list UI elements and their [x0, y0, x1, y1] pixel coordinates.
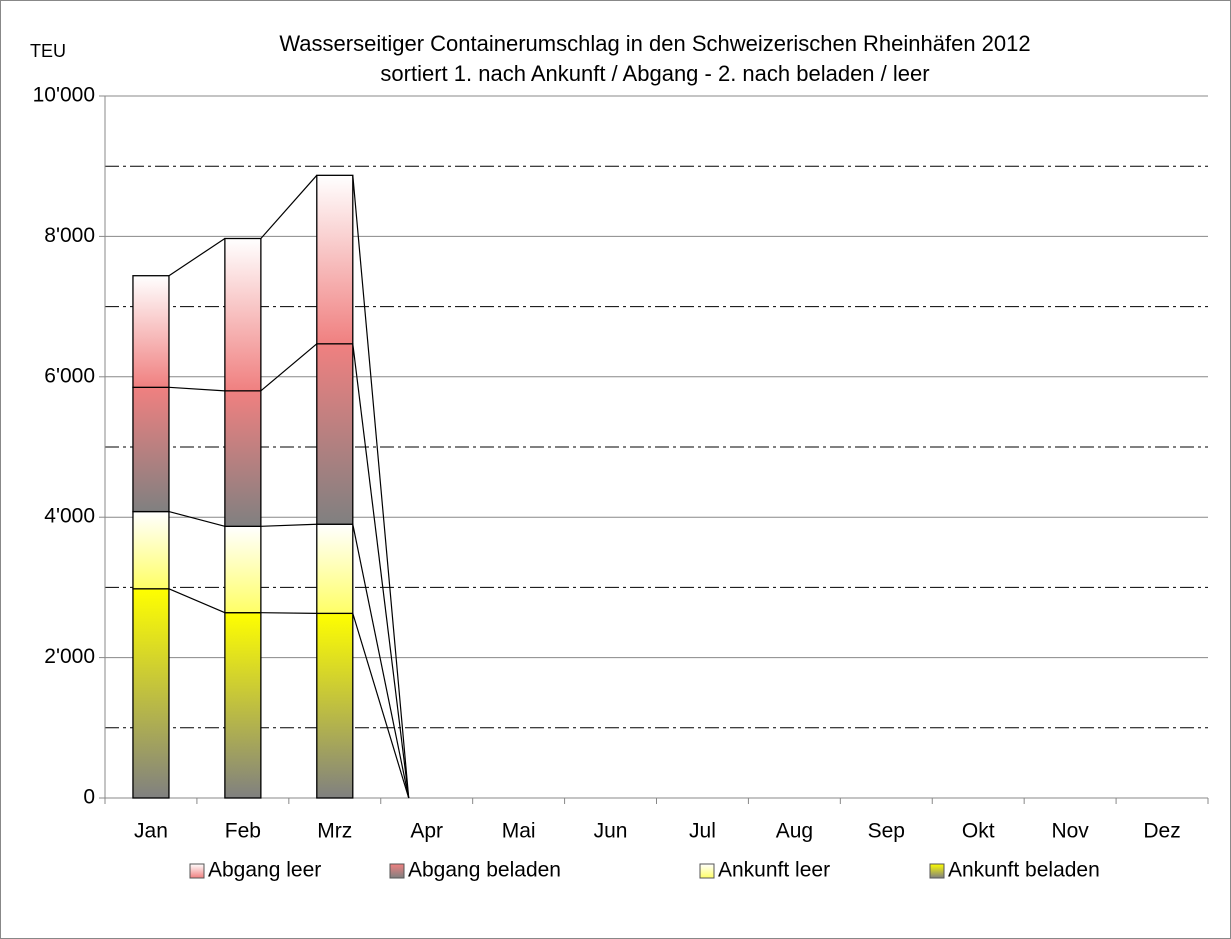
bar-segment [224, 612, 262, 799]
legend-swatch [699, 863, 715, 879]
x-tick-label: Apr [410, 820, 443, 843]
x-tick-label: Feb [225, 820, 261, 843]
bar-segment [132, 275, 170, 388]
legend-swatch [389, 863, 405, 879]
x-tick-label: Jul [689, 820, 716, 843]
series-line [260, 523, 317, 527]
series-line [168, 238, 226, 277]
series-line [352, 343, 410, 799]
series-line [260, 612, 317, 614]
legend-label: Ankunft beladen [948, 859, 1100, 882]
series-line [168, 511, 226, 527]
series-line [352, 524, 410, 799]
y-tick-label: 4'000 [44, 505, 95, 528]
x-tick-label: Okt [962, 820, 995, 843]
chart-title: Wasserseitiger Containerumschlag in den … [279, 31, 1030, 56]
bar-segment [316, 523, 354, 615]
series-line [168, 588, 226, 614]
bar-segment [316, 343, 354, 525]
y-tick-label: 0 [83, 786, 95, 809]
x-tick-label: Jan [134, 820, 168, 843]
y-tick-label: 2'000 [44, 645, 95, 668]
x-tick-label: Dez [1143, 820, 1180, 843]
legend-label: Ankunft leer [718, 859, 830, 882]
x-tick-label: Aug [776, 820, 813, 843]
legend-swatch [189, 863, 205, 879]
bar-segment [224, 237, 262, 392]
legend-label: Abgang beladen [408, 859, 561, 882]
series-line [352, 175, 410, 799]
y-tick-label: 6'000 [44, 364, 95, 387]
series-line [260, 174, 318, 239]
bar-segment [316, 612, 354, 799]
bar-segment [132, 588, 170, 799]
x-tick-label: Jun [594, 820, 628, 843]
y-tick-label: 10'000 [33, 84, 95, 107]
series-line [168, 386, 225, 392]
x-tick-label: Nov [1051, 820, 1089, 843]
chart-subtitle: sortiert 1. nach Ankunft / Abgang - 2. n… [380, 61, 929, 86]
bar-segment [224, 525, 262, 614]
bar-segment [132, 386, 170, 513]
legend-swatch [929, 863, 945, 879]
series-line [352, 613, 410, 799]
bar-segment [316, 174, 354, 345]
x-tick-label: Sep [868, 820, 905, 843]
x-tick-label: Mai [502, 820, 536, 843]
x-tick-label: Mrz [317, 820, 352, 843]
y-tick-label: 8'000 [44, 224, 95, 247]
legend-label: Abgang leer [208, 859, 321, 882]
y-axis-label: TEU [30, 41, 66, 61]
bar-segment [132, 510, 170, 590]
series-line [260, 343, 318, 392]
bar-segment [224, 390, 262, 527]
